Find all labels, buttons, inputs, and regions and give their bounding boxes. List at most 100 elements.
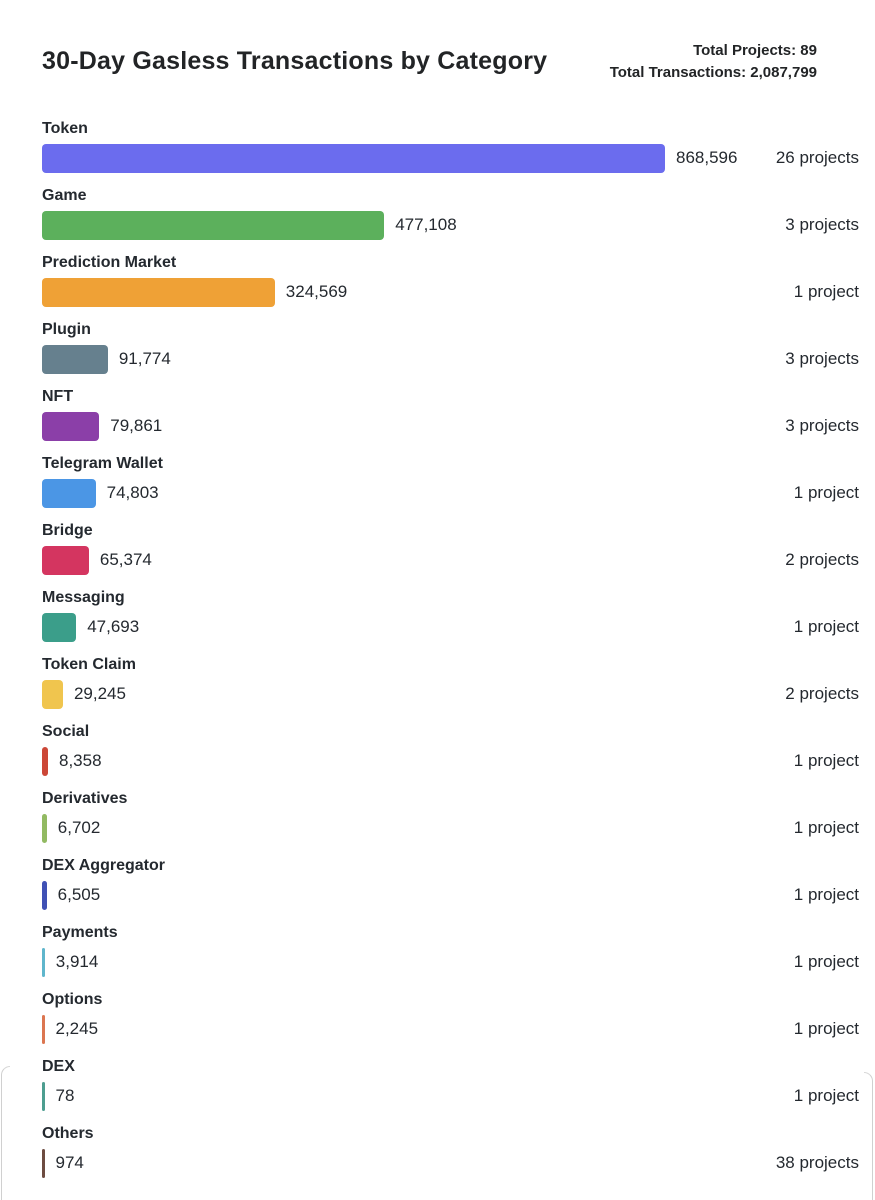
category-label: Options — [42, 991, 103, 1008]
project-count-label: 3 projects — [785, 416, 859, 435]
bar — [42, 947, 45, 977]
project-count-label: 3 projects — [785, 349, 859, 368]
category-label: Prediction Market — [42, 254, 177, 271]
category-label: Derivatives — [42, 790, 128, 807]
bar-line: 6,505 1 project — [42, 880, 859, 910]
chart-row: Payments 3,914 1 project — [42, 923, 875, 977]
value-label: 6,702 — [57, 818, 101, 837]
value-label: 6,505 — [57, 885, 101, 904]
chart-row: DEX Aggregator 6,505 1 project — [42, 856, 875, 910]
project-count-label: 1 project — [793, 885, 859, 904]
bar-line: 29,245 2 projects — [42, 679, 859, 709]
total-transactions: Total Transactions: 2,087,799 — [609, 64, 817, 81]
bar-line: 74,803 1 project — [42, 478, 859, 508]
chart-row: Social 8,358 1 project — [42, 722, 875, 776]
bar-line: 2,245 1 project — [42, 1014, 859, 1044]
bar-line: 8,358 1 project — [42, 746, 859, 776]
total-projects: Total Projects: 89 — [693, 42, 817, 59]
category-label: Plugin — [42, 321, 91, 338]
bar-line: 78 1 project — [42, 1081, 859, 1111]
bar — [42, 478, 96, 508]
value-label: 79,861 — [110, 416, 163, 435]
value-label: 2,245 — [55, 1019, 99, 1038]
chart-row: Game 477,108 3 projects — [42, 186, 875, 240]
bar — [42, 1148, 45, 1178]
value-label: 324,569 — [285, 282, 348, 301]
category-label: DEX — [42, 1058, 75, 1075]
bar-line: 65,374 2 projects — [42, 545, 859, 575]
bar-line: 324,569 1 project — [42, 277, 859, 307]
chart-row: Bridge 65,374 2 projects — [42, 521, 875, 575]
card-corner-right — [864, 1072, 873, 1200]
page-title: 30-Day Gasless Transactions by Category — [42, 47, 548, 75]
chart-row: Prediction Market 324,569 1 project — [42, 253, 875, 307]
project-count-label: 1 project — [793, 1086, 859, 1105]
bar — [42, 880, 47, 910]
chart-row: Options 2,245 1 project — [42, 990, 875, 1044]
bar — [42, 813, 47, 843]
bar-chart: Token 868,596 26 projects Game 477,108 3 proj… — [0, 84, 875, 1178]
bar-line: 79,861 3 projects — [42, 411, 859, 441]
project-count-label: 26 projects — [775, 148, 859, 167]
chart-row: DEX 78 1 project — [42, 1057, 875, 1111]
bar — [42, 210, 385, 240]
project-count-label: 1 project — [793, 751, 859, 770]
project-count-label: 1 project — [793, 617, 859, 636]
value-label: 29,245 — [73, 684, 126, 703]
value-label: 3,914 — [55, 952, 99, 971]
bar — [42, 411, 100, 441]
value-label: 868,596 — [676, 148, 738, 167]
bar — [42, 545, 89, 575]
bar — [42, 277, 275, 307]
bar — [42, 746, 48, 776]
project-count-label: 38 projects — [775, 1153, 859, 1172]
value-label: 91,774 — [118, 349, 171, 368]
chart-row: NFT 79,861 3 projects — [42, 387, 875, 441]
category-label: Messaging — [42, 589, 125, 606]
category-label: NFT — [42, 388, 74, 405]
chart-header: 30-Day Gasless Transactions by Category … — [0, 0, 875, 84]
bar-line: 974 38 projects — [42, 1148, 859, 1178]
bar — [42, 679, 63, 709]
project-count-label: 1 project — [793, 818, 859, 837]
bar-line: 3,914 1 project — [42, 947, 859, 977]
category-label: Token — [42, 120, 88, 137]
value-label: 8,358 — [58, 751, 102, 770]
category-label: Game — [42, 187, 87, 204]
bar — [42, 344, 108, 374]
category-label: Telegram Wallet — [42, 455, 163, 472]
category-label: Others — [42, 1125, 94, 1142]
bar-line: 868,596 26 projects — [42, 143, 859, 173]
category-label: Payments — [42, 924, 118, 941]
project-count-label: 1 project — [793, 952, 859, 971]
category-label: DEX Aggregator — [42, 857, 165, 874]
chart-row: Others 974 38 projects — [42, 1124, 875, 1178]
totals-block: Total Projects: 89 Total Transactions: 2… — [610, 40, 817, 84]
bar — [42, 143, 665, 173]
value-label: 47,693 — [87, 617, 140, 636]
project-count-label: 1 project — [793, 1019, 859, 1038]
project-count-label: 2 projects — [785, 550, 859, 569]
category-label: Token Claim — [42, 656, 136, 673]
value-label: 974 — [55, 1153, 84, 1172]
bar-line: 477,108 3 projects — [42, 210, 859, 240]
value-label: 65,374 — [99, 550, 152, 569]
chart-row: Token Claim 29,245 2 projects — [42, 655, 875, 709]
project-count-label: 3 projects — [785, 215, 859, 234]
chart-row: Derivatives 6,702 1 project — [42, 789, 875, 843]
category-label: Social — [42, 723, 90, 740]
card-corner-left — [1, 1066, 10, 1200]
chart-row: Messaging 47,693 1 project — [42, 588, 875, 642]
project-count-label: 2 projects — [785, 684, 859, 703]
chart-row: Token 868,596 26 projects — [42, 119, 875, 173]
chart-row: Telegram Wallet 74,803 1 project — [42, 454, 875, 508]
chart-row: Plugin 91,774 3 projects — [42, 320, 875, 374]
value-label: 78 — [55, 1086, 75, 1105]
bar — [42, 1014, 45, 1044]
bar-line: 91,774 3 projects — [42, 344, 859, 374]
value-label: 477,108 — [395, 215, 457, 234]
project-count-label: 1 project — [793, 483, 859, 502]
bar — [42, 1081, 45, 1111]
value-label: 74,803 — [106, 483, 159, 502]
